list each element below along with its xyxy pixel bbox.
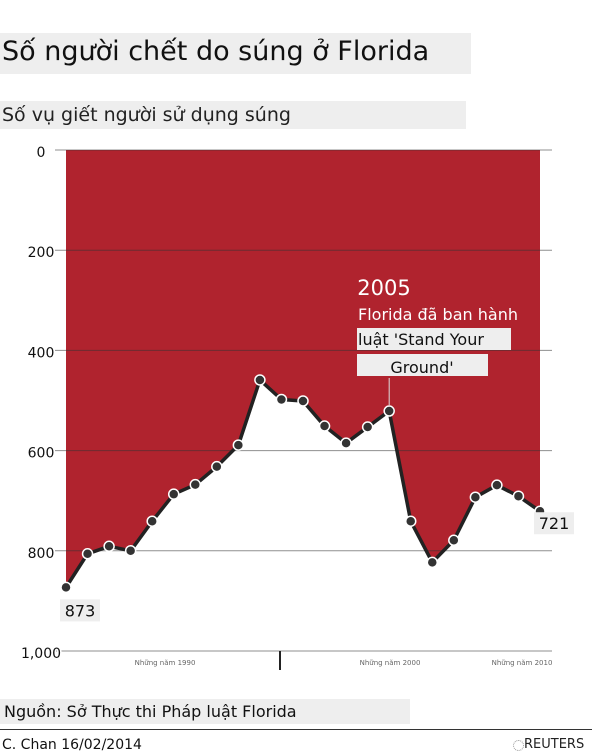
data-point <box>189 478 202 491</box>
y-tick-label: 0 <box>37 145 46 161</box>
area-fill <box>66 150 540 588</box>
chart-subtitle: Số vụ giết người sử dụng súng <box>2 104 291 126</box>
data-label: 873 <box>65 601 96 620</box>
data-point <box>297 395 309 407</box>
annotation-text: Florida đã ban hành <box>358 305 518 324</box>
data-label-background <box>60 599 100 622</box>
y-tick-label: 400 <box>28 345 55 361</box>
subtitle-background <box>0 101 466 129</box>
data-point <box>318 420 331 432</box>
data-label-background <box>534 512 574 535</box>
reuters-logo-icon <box>513 740 524 751</box>
annotation-text: Ground' <box>390 358 453 377</box>
source-background <box>0 699 410 724</box>
data-point <box>103 540 115 553</box>
data-point <box>211 460 223 473</box>
x-axis-label: Những năm 2010 <box>492 659 553 667</box>
annotation-year: 2005 <box>357 276 410 300</box>
data-point <box>124 545 137 557</box>
data-point <box>167 488 180 500</box>
credit-text: C. Chan 16/02/2014 <box>2 737 142 753</box>
source-note: Nguồn: Sở Thực thi Pháp luật Florida <box>4 702 297 721</box>
data-point <box>146 515 158 527</box>
annotation-line-background <box>357 354 488 376</box>
data-point <box>404 515 417 527</box>
page-title: Số người chết do súng ở Florida <box>2 36 430 67</box>
data-point <box>232 439 245 451</box>
data-point <box>469 491 482 503</box>
data-point <box>361 421 374 433</box>
data-point <box>340 437 352 449</box>
data-point <box>60 581 72 594</box>
annotation-line-background <box>357 328 511 350</box>
annotation-text: luật 'Stand Your <box>358 330 484 349</box>
title-background <box>0 33 471 74</box>
y-tick-label: 1,000 <box>21 646 61 662</box>
data-point <box>426 556 439 569</box>
y-tick-label: 800 <box>28 546 55 562</box>
footer-divider <box>0 729 592 730</box>
data-point <box>448 534 460 547</box>
data-point <box>81 548 94 560</box>
data-label: 721 <box>539 514 570 533</box>
data-point <box>275 393 288 406</box>
data-point <box>491 479 503 491</box>
brand-name: REUTERS <box>524 737 585 752</box>
x-axis-label: Những năm 2000 <box>360 659 421 667</box>
data-point <box>512 490 525 502</box>
y-tick-label: 200 <box>28 245 55 261</box>
data-point <box>254 374 266 386</box>
data-point <box>383 405 395 417</box>
y-tick-label: 600 <box>28 446 55 462</box>
x-axis-label: Những năm 1990 <box>135 659 196 667</box>
